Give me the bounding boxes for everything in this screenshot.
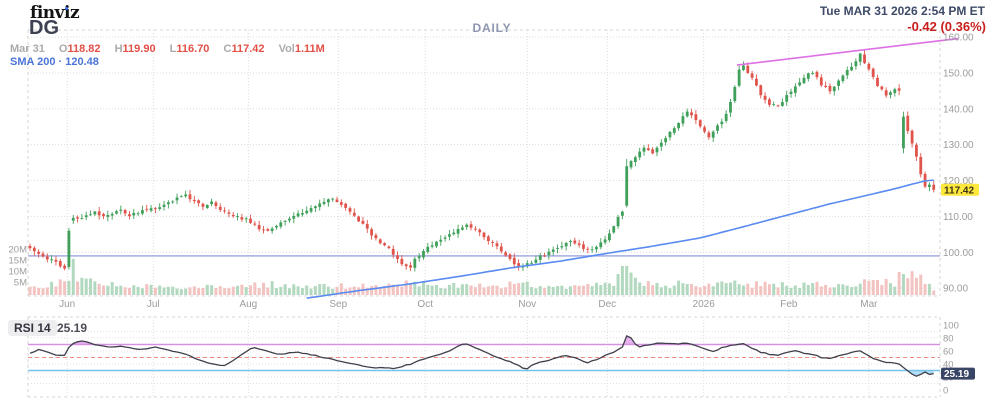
low-label: L	[169, 43, 177, 55]
svg-text:25.19: 25.19	[944, 369, 969, 380]
svg-text:Jun: Jun	[59, 299, 75, 310]
panel-borders	[27, 29, 941, 398]
svg-text:20M: 20M	[9, 245, 28, 256]
svg-text:90.00: 90.00	[943, 284, 968, 295]
svg-text:Jul: Jul	[147, 299, 160, 310]
finviz-logo-dot-icon	[64, 6, 68, 10]
svg-text:10M: 10M	[9, 267, 28, 278]
svg-text:160.00: 160.00	[943, 33, 974, 44]
svg-text:60: 60	[943, 347, 954, 358]
svg-text:Nov: Nov	[518, 299, 536, 310]
rsi-indicator-value: 25.19	[57, 321, 88, 335]
svg-text:2026: 2026	[693, 299, 716, 310]
open-value: 118.82	[67, 43, 101, 55]
ohlc-date: Mar 31	[10, 43, 45, 55]
rsi-indicator-label[interactable]: RSI 14	[8, 320, 57, 336]
close-value: 117.42	[231, 43, 265, 55]
rsi-level-lines	[28, 343, 940, 372]
svg-text:15M: 15M	[9, 256, 28, 267]
last-price-tag: 117.42	[941, 183, 979, 196]
volume-label: Vol	[278, 43, 295, 55]
svg-text:Feb: Feb	[780, 299, 798, 310]
svg-text:110.00: 110.00	[943, 212, 973, 223]
rsi-line	[29, 335, 934, 377]
svg-text:Sep: Sep	[329, 299, 347, 310]
high-value: 119.90	[122, 43, 156, 55]
svg-text:150.00: 150.00	[943, 68, 974, 79]
svg-text:120.00: 120.00	[943, 176, 974, 187]
svg-text:140.00: 140.00	[943, 104, 974, 115]
candles	[28, 50, 936, 272]
volume-bars	[28, 258, 936, 295]
close-label: C	[223, 43, 232, 55]
svg-text:0: 0	[943, 386, 948, 397]
sma-line	[306, 179, 934, 299]
svg-text:40: 40	[943, 360, 954, 371]
ticker-symbol: DG	[29, 17, 59, 39]
quote-datetime: Tue MAR 31 2026 2:54 PM ET	[819, 4, 985, 18]
open-label: O	[58, 43, 68, 55]
svg-text:Oct: Oct	[417, 299, 433, 310]
svg-text:5M: 5M	[14, 278, 27, 289]
sma-legend: SMA 200 · 120.48	[10, 56, 99, 68]
price-axis-labels: 160.00 150.00 140.00 130.00 120.00 110.00 100.…	[943, 33, 974, 295]
svg-text:Aug: Aug	[239, 299, 257, 310]
svg-text:100: 100	[943, 321, 959, 332]
svg-text:117.42: 117.42	[944, 185, 974, 196]
rsi-value-tag: 25.19	[941, 367, 975, 380]
trendline	[736, 37, 959, 66]
low-value: 116.70	[176, 43, 210, 55]
svg-text:80: 80	[943, 334, 954, 345]
rsi-axis-labels: 100806040200	[943, 321, 959, 397]
svg-text:Mar: Mar	[860, 299, 878, 310]
volume-value: 1.11M	[294, 43, 325, 55]
svg-text:100.00: 100.00	[943, 248, 974, 259]
svg-text:130.00: 130.00	[943, 140, 974, 151]
finviz-logo[interactable]: finviz	[30, 3, 80, 23]
high-label: H	[114, 43, 123, 55]
svg-text:Dec: Dec	[598, 299, 616, 310]
ohlc-row: Mar 31 O118.82 H119.90 L116.70 C117.42 V…	[10, 43, 336, 55]
price-change: -0.42 (0.36%)	[907, 19, 986, 34]
price-gridlines	[28, 36, 940, 289]
month-gridlines	[66, 30, 870, 397]
timeframe-label: DAILY	[472, 21, 512, 35]
month-labels: Jun Jul Aug Sep Oct Nov Dec 2026 Feb Mar	[59, 299, 878, 310]
